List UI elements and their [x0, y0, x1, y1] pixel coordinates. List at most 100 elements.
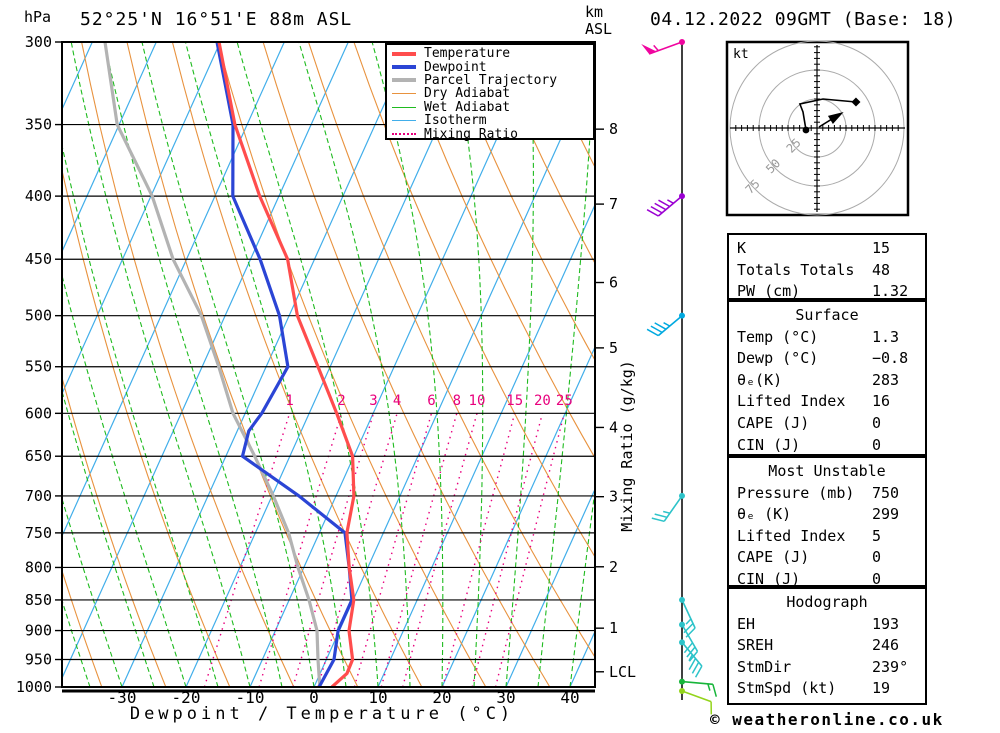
table-row: PW (cm) 1.32 — [729, 281, 925, 303]
svg-text:550: 550 — [25, 358, 52, 376]
svg-text:800: 800 — [25, 558, 52, 576]
svg-text:950: 950 — [25, 651, 52, 669]
row-label: θₑ (K) — [737, 505, 792, 524]
legend-label: Dry Adiabat — [424, 86, 511, 102]
plot-border — [61, 41, 596, 693]
svg-text:3: 3 — [369, 393, 377, 409]
svg-text:1: 1 — [285, 393, 293, 409]
legend-label: Isotherm — [424, 113, 487, 129]
row-label: SREH — [737, 636, 774, 655]
svg-text:650: 650 — [25, 447, 52, 465]
table-row: CAPE (J) 0 — [729, 547, 925, 569]
row-value: 0 — [872, 569, 882, 588]
wind-barb — [679, 678, 718, 697]
table-title: Surface — [795, 306, 859, 324]
legend-swatch-dry-adiabat — [392, 93, 416, 95]
mixing-ratio-axis-label: Mixing Ratio (g/kg) — [618, 360, 636, 532]
row-value: −0.8 — [872, 349, 909, 368]
svg-text:5: 5 — [609, 339, 618, 357]
row-label: PW (cm) — [737, 282, 801, 301]
table-row: SREH 246 — [729, 635, 925, 657]
svg-text:3: 3 — [609, 488, 618, 506]
table-row: Totals Totals 48 — [729, 260, 925, 282]
hodograph-trace — [798, 97, 861, 134]
legend-item: Isotherm — [387, 114, 593, 127]
station-title: 52°25'N 16°51'E 88m ASL — [80, 9, 353, 30]
parcel-curve — [103, 42, 322, 687]
row-label: CIN (J) — [737, 569, 801, 588]
legend-label: Dewpoint — [424, 59, 487, 75]
svg-text:-20: -20 — [172, 688, 201, 707]
legend-swatch-parcel-trajectory — [392, 78, 416, 83]
row-label: θₑ(K) — [737, 370, 783, 389]
svg-text:750: 750 — [25, 524, 52, 542]
table-row: CIN (J) 0 — [729, 569, 925, 591]
table-row: Temp (°C) 1.3 — [729, 327, 925, 349]
svg-text:350: 350 — [25, 116, 52, 134]
row-value: 48 — [872, 260, 891, 279]
row-label: CAPE (J) — [737, 548, 810, 567]
table-row: Lifted Index 5 — [729, 526, 925, 548]
row-value: 16 — [872, 392, 891, 411]
row-label: StmDir — [737, 657, 792, 676]
svg-text:20: 20 — [534, 393, 551, 409]
legend-item: Temperature — [387, 47, 593, 60]
table-title: Hodograph — [786, 593, 868, 611]
legend-swatch-wet-adiabat — [392, 106, 416, 108]
temperature-axis: -30 -20 -10 0 10 20 30 40 — [108, 688, 580, 707]
svg-text:4: 4 — [393, 393, 401, 409]
svg-text:850: 850 — [25, 591, 52, 609]
legend-label: Parcel Trajectory — [424, 72, 558, 88]
temperature-axis-label: Dewpoint / Temperature (°C) — [129, 704, 515, 724]
row-value: 0 — [872, 548, 882, 567]
table-row: CAPE (J) 0 — [729, 413, 925, 435]
svg-text:4: 4 — [609, 418, 618, 436]
legend-swatch-dewpoint — [392, 65, 416, 70]
legend: Temperature Dewpoint Parcel Trajectory Dry … — [385, 43, 595, 141]
legend-item: Wet Adiabat — [387, 101, 593, 114]
row-value: 246 — [872, 636, 900, 655]
svg-text:900: 900 — [25, 622, 52, 640]
row-label: Lifted Index — [737, 392, 846, 411]
svg-text:kt: kt — [733, 47, 749, 62]
svg-text:10: 10 — [368, 688, 387, 707]
table-row: θₑ(K) 283 — [729, 370, 925, 392]
isotherms — [62, 42, 595, 687]
mixing-ratio-value-labels: 1 2 3 4 6 8 10 15 20 25 — [285, 393, 572, 409]
svg-text:500: 500 — [25, 307, 52, 325]
svg-text:-30: -30 — [108, 688, 137, 707]
svg-text:7: 7 — [609, 195, 618, 213]
storm-motion-arrow — [818, 111, 844, 128]
km-axis: 8 7 6 5 4 3 2 1 LCL — [596, 120, 636, 681]
svg-text:LCL: LCL — [609, 663, 636, 681]
stats-table-surface: Surface Temp (°C) 1.3 Dewp (°C) −0.8 θₑ(K) 283… — [727, 300, 927, 456]
row-value: 5 — [872, 526, 882, 545]
legend-item: Dry Adiabat — [387, 87, 593, 100]
wind-barb — [651, 492, 685, 523]
svg-text:-10: -10 — [236, 688, 265, 707]
legend-label: Temperature — [424, 46, 511, 62]
svg-text:700: 700 — [25, 487, 52, 505]
row-value: 19 — [872, 679, 891, 698]
row-label: Pressure (mb) — [737, 483, 855, 502]
svg-text:6: 6 — [427, 393, 435, 409]
row-label: Dewp (°C) — [737, 349, 819, 368]
svg-text:25: 25 — [556, 393, 573, 409]
table-row: CIN (J) 0 — [729, 435, 925, 457]
svg-text:30: 30 — [496, 688, 515, 707]
svg-text:10: 10 — [469, 393, 486, 409]
table-row: Pressure (mb) 750 — [729, 483, 925, 505]
row-value: 283 — [872, 370, 900, 389]
temperature-curve — [217, 42, 356, 687]
svg-text:450: 450 — [25, 250, 52, 268]
svg-text:20: 20 — [432, 688, 451, 707]
wind-barb — [646, 312, 685, 337]
row-value: 299 — [872, 505, 900, 524]
table-title: Most Unstable — [768, 462, 886, 480]
svg-text:1000: 1000 — [16, 678, 52, 696]
altitude-unit-label: km ASL — [585, 4, 612, 38]
svg-text:8: 8 — [609, 120, 618, 138]
